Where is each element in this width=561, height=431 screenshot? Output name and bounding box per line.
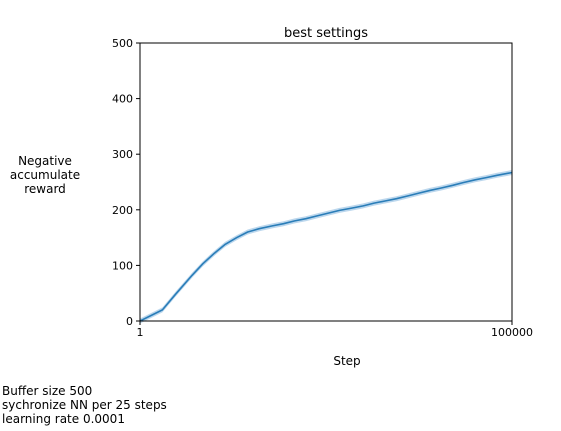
x-tick-label: 1 [137, 326, 144, 339]
x-axis-label: Step [333, 354, 360, 368]
chart-title: best settings [284, 26, 368, 41]
axes: 0 100 200 300 400 500 1 100000 [112, 37, 533, 339]
y-axis-label-line: reward [24, 182, 66, 196]
y-axis-label-line: Negative [18, 154, 72, 168]
y-tick-label: 500 [112, 37, 133, 50]
y-tick-label: 300 [112, 148, 133, 161]
y-axis-label-line: accumulate [9, 168, 81, 182]
y-tick-label: 100 [112, 259, 133, 272]
y-tick-label: 0 [126, 315, 133, 328]
y-tick-label: 200 [112, 204, 133, 217]
plot-area [139, 170, 513, 324]
x-tick-label: 100000 [491, 326, 533, 339]
series-line [139, 171, 513, 322]
buffer-size-caption: Buffer size 500 [2, 384, 93, 398]
series-band [140, 170, 512, 324]
plot-frame [139, 42, 513, 322]
y-axis-label: Negative accumulate reward [0, 154, 90, 196]
sync-caption: sychronize NN per 25 steps [2, 398, 167, 412]
y-tick-label: 400 [112, 93, 133, 106]
learning-rate-caption: learning rate 0.0001 [2, 412, 125, 426]
